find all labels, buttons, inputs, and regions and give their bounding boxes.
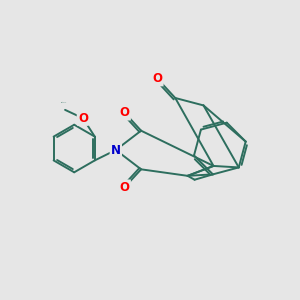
Text: O: O (78, 112, 88, 125)
Text: O: O (120, 106, 130, 119)
Text: O: O (120, 181, 130, 194)
Text: N: N (111, 143, 121, 157)
Text: O: O (152, 72, 162, 85)
Text: methoxy: methoxy (61, 102, 67, 103)
